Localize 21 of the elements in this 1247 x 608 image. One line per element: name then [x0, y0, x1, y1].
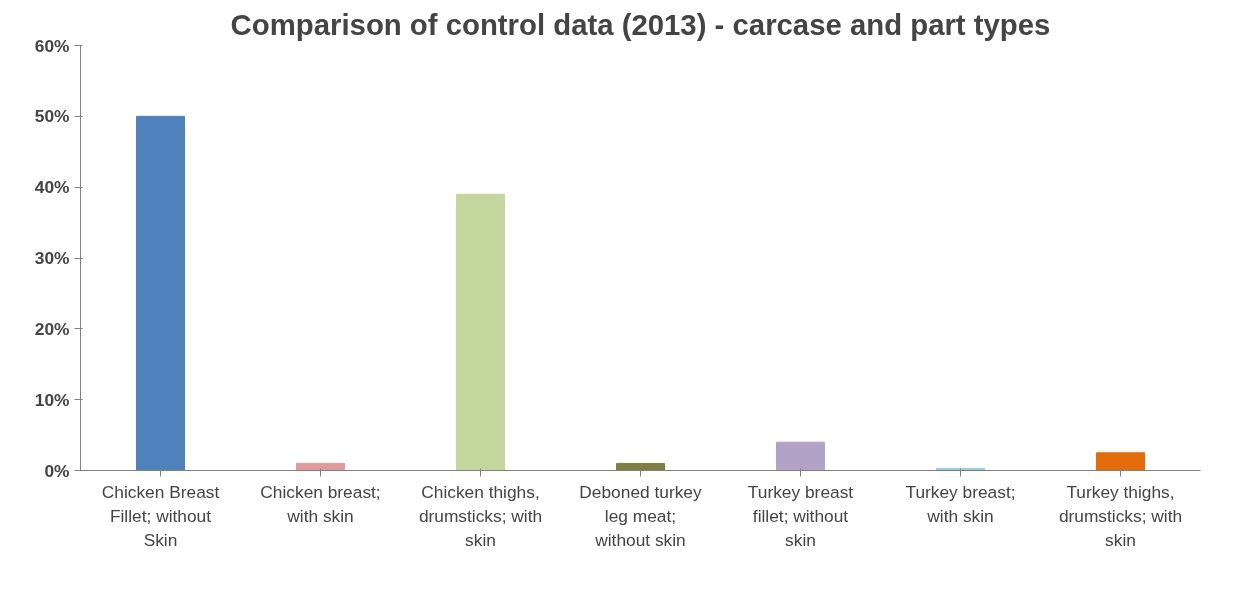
x-tick-label: Chicken breast; with skin	[260, 481, 381, 526]
y-tick-label: 10%	[34, 389, 70, 410]
y-tick-label: 20%	[34, 318, 70, 339]
chart-title: Comparison of control data (2013) - carcase and part types	[230, 7, 1051, 41]
x-tick-label: Turkey breast; with skin	[905, 481, 1016, 526]
x-tick-label: Chicken Breast Fillet; without Skin	[101, 481, 220, 550]
bar	[456, 193, 505, 471]
y-tick-label: 30%	[34, 248, 70, 268]
y-tick-label: 50%	[34, 106, 70, 127]
bar	[776, 441, 825, 471]
bar	[616, 462, 665, 471]
x-tick-label: Deboned turkey leg meat; without skin	[579, 481, 702, 550]
x-tick-label: Turkey breast fillet; without skin	[747, 481, 854, 550]
bar	[296, 462, 345, 471]
x-tick-label: Turkey thighs, drumsticks; with skin	[1058, 481, 1183, 550]
y-tick-label: 0%	[44, 460, 70, 481]
bar	[1096, 452, 1145, 471]
y-tick-label: 40%	[34, 177, 70, 198]
y-tick-label: 60%	[34, 35, 70, 56]
x-tick-label: Chicken thighs, drumsticks; with skin	[418, 481, 543, 550]
bar	[136, 115, 185, 471]
